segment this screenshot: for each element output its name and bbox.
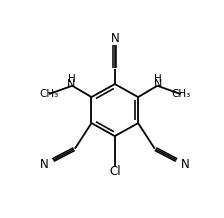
Text: CH₃: CH₃ <box>171 89 190 99</box>
Text: N: N <box>67 79 75 89</box>
Text: N: N <box>40 158 49 172</box>
Text: H: H <box>154 74 162 84</box>
Text: CH₃: CH₃ <box>39 89 58 99</box>
Text: N: N <box>181 158 190 172</box>
Text: H: H <box>67 74 75 84</box>
Text: N: N <box>110 32 119 45</box>
Text: Cl: Cl <box>109 165 121 178</box>
Text: N: N <box>154 79 162 89</box>
